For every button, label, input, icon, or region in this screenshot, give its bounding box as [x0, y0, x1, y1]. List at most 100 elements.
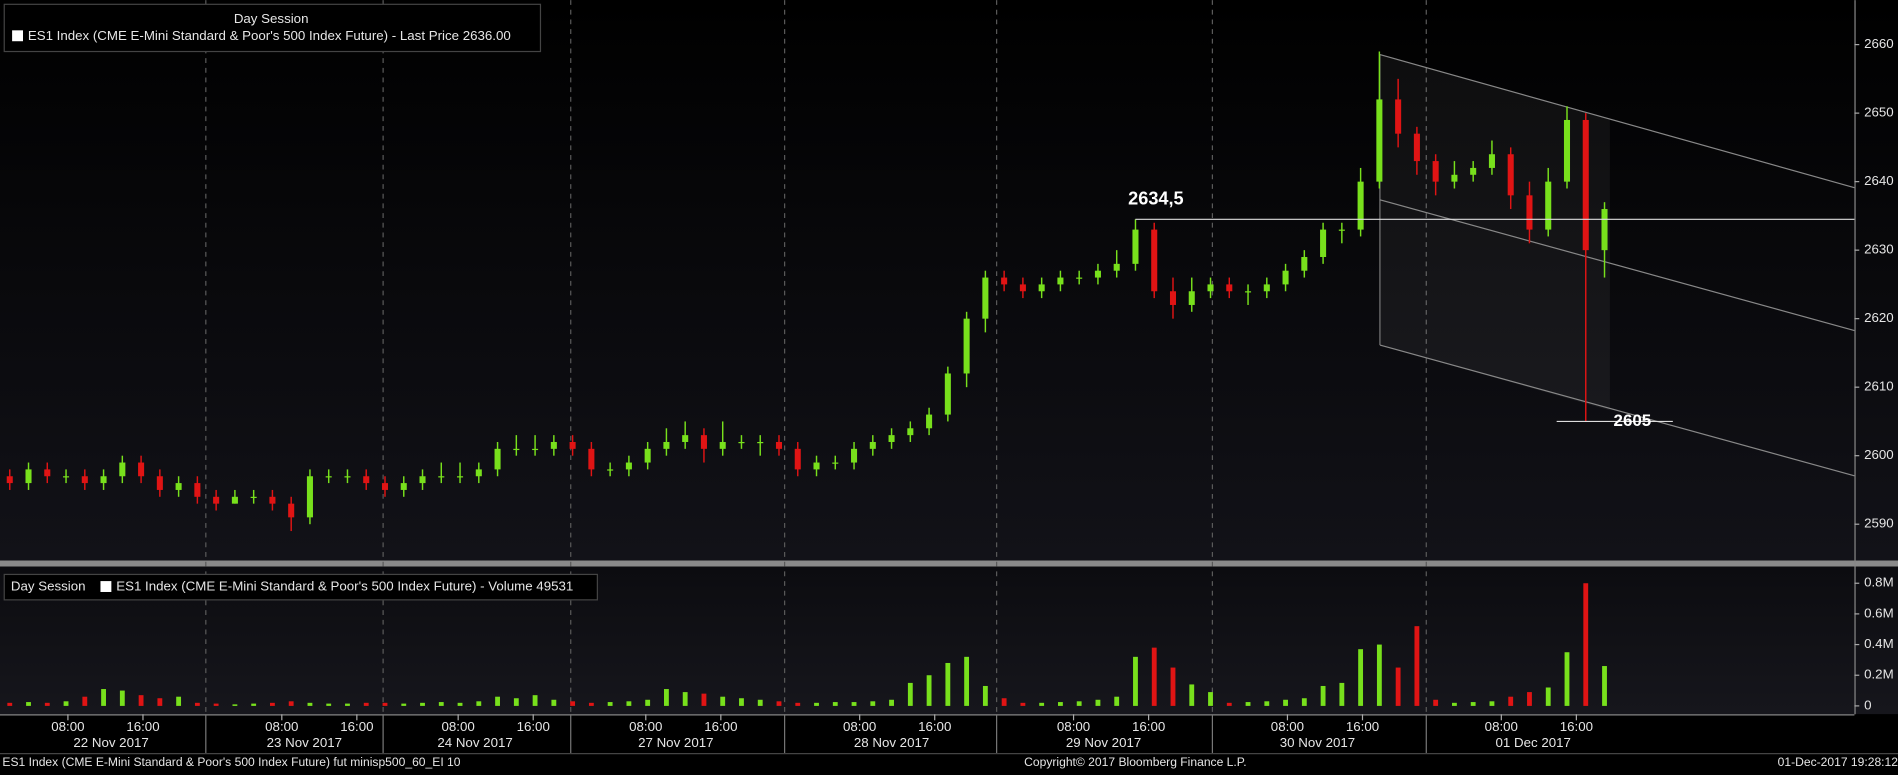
candle-body [63, 476, 70, 478]
candle-body [550, 441, 557, 449]
candle-body [1094, 270, 1101, 278]
volume-bar [1545, 687, 1551, 706]
candle-body [1451, 174, 1458, 182]
date-label: 28 Nov 2017 [854, 735, 929, 750]
candle-body [963, 318, 970, 374]
footer-left: ES1 Index (CME E-Mini Standard & Poor's … [2, 755, 460, 769]
y-tick-label: 0.4M [1864, 636, 1894, 651]
x-tick-label: 08:00 [265, 719, 298, 734]
volume-bar [194, 702, 200, 706]
candle-body [926, 414, 933, 429]
candle-body [1432, 161, 1439, 182]
x-tick-label: 08:00 [51, 719, 84, 734]
volume-bar [363, 702, 369, 706]
volume-bar [1151, 647, 1157, 706]
volume-bar [345, 703, 350, 706]
legend-swatch [12, 30, 23, 42]
candle-body [438, 476, 445, 478]
candle-body [851, 448, 858, 463]
price-panel [0, 0, 1898, 561]
candle-body [1151, 229, 1158, 292]
candle-body [175, 483, 182, 490]
volume-bar [1358, 649, 1364, 706]
x-tick-label: 16:00 [918, 719, 951, 734]
candle-body [119, 462, 126, 477]
volume-bar [1226, 702, 1232, 706]
volume-bar [776, 701, 782, 706]
volume-bar [588, 702, 594, 706]
candle-body [363, 476, 370, 484]
y-tick-label: 0 [1864, 697, 1871, 712]
x-tick-label: 08:00 [1057, 719, 1090, 734]
candle-body [457, 476, 464, 478]
y-tick-label: 2650 [1864, 105, 1894, 120]
volume-bar [1001, 698, 1007, 706]
volume-bar [1264, 701, 1270, 706]
volume-bar [7, 702, 13, 706]
volume-bar [1283, 699, 1288, 706]
volume-bar [739, 698, 744, 706]
candle-body [1169, 291, 1177, 305]
volume-bar [795, 702, 801, 706]
candle-body [381, 483, 389, 490]
volume-bar [44, 702, 50, 706]
candle-body [569, 441, 576, 449]
candle-body [419, 476, 426, 484]
candle-body [738, 441, 745, 444]
volume-bar [832, 702, 838, 706]
volume-bar [1451, 702, 1457, 706]
volume-bar [288, 701, 294, 706]
volume-bar [1058, 702, 1063, 706]
candle-body [1582, 119, 1589, 251]
candle-body [400, 483, 407, 490]
volume-bar [476, 701, 482, 706]
volume-bar [1020, 702, 1026, 706]
y-tick-label: 2620 [1864, 310, 1894, 325]
x-tick-label: 16:00 [1560, 719, 1593, 734]
candle-body [888, 435, 895, 442]
volume-bar [513, 698, 519, 706]
volume-bar [945, 662, 951, 706]
channel-line [1379, 199, 1855, 332]
candle-body [1245, 291, 1252, 293]
candle-body [25, 469, 32, 484]
candle-body [288, 503, 295, 518]
volume-bar [1320, 685, 1326, 706]
candle-body [588, 448, 595, 470]
date-label: 30 Nov 2017 [1280, 735, 1355, 750]
volume-bar [570, 701, 576, 706]
candle-body [1545, 181, 1552, 230]
level-label: 2634,5 [1128, 189, 1184, 209]
candle-body [1019, 284, 1026, 292]
y-tick-label: 2600 [1864, 447, 1894, 462]
volume-bar [270, 702, 275, 706]
volume-bar [701, 693, 707, 706]
volume-bar [664, 689, 669, 706]
volume-bar [814, 702, 819, 706]
candle-body [700, 435, 707, 449]
candle-body [794, 448, 801, 470]
candle-body [775, 441, 783, 449]
x-tick-label: 08:00 [843, 719, 876, 734]
volume-bar [1170, 667, 1176, 706]
volume-bar [138, 695, 144, 706]
date-label: 27 Nov 2017 [638, 735, 713, 750]
candle-body [494, 448, 501, 470]
volume-bar [1339, 682, 1345, 706]
candle-body [663, 441, 670, 449]
volume-bar [26, 702, 31, 706]
candle-body [44, 469, 51, 477]
volume-bar [532, 695, 538, 706]
volume-bar [232, 704, 238, 706]
candle-body [1526, 195, 1533, 230]
candle-body [213, 496, 220, 504]
date-label: 24 Nov 2017 [437, 735, 512, 750]
volume-bar [926, 675, 932, 706]
date-label: 23 Nov 2017 [267, 735, 342, 750]
candle-body [513, 448, 520, 451]
volume-bar [1301, 698, 1307, 706]
candle-body [813, 462, 820, 470]
marks [6, 51, 1608, 706]
